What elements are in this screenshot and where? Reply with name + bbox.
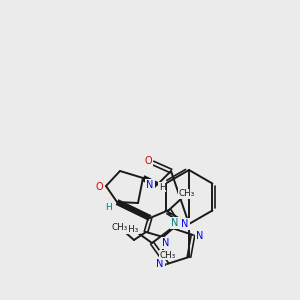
Text: H: H [159,182,166,191]
Text: CH₃: CH₃ [112,224,128,232]
Text: N: N [162,238,170,248]
Text: H: H [182,218,189,227]
Text: CH₃: CH₃ [160,250,176,260]
Text: N: N [146,180,154,190]
Text: N: N [156,259,164,269]
Text: O: O [144,156,152,166]
Text: CH₃: CH₃ [179,190,195,199]
Text: CH₃: CH₃ [123,224,139,233]
Text: H: H [105,202,111,211]
Text: N: N [181,219,189,229]
Text: N: N [171,218,179,228]
Text: N: N [196,231,204,241]
Text: O: O [95,182,103,192]
